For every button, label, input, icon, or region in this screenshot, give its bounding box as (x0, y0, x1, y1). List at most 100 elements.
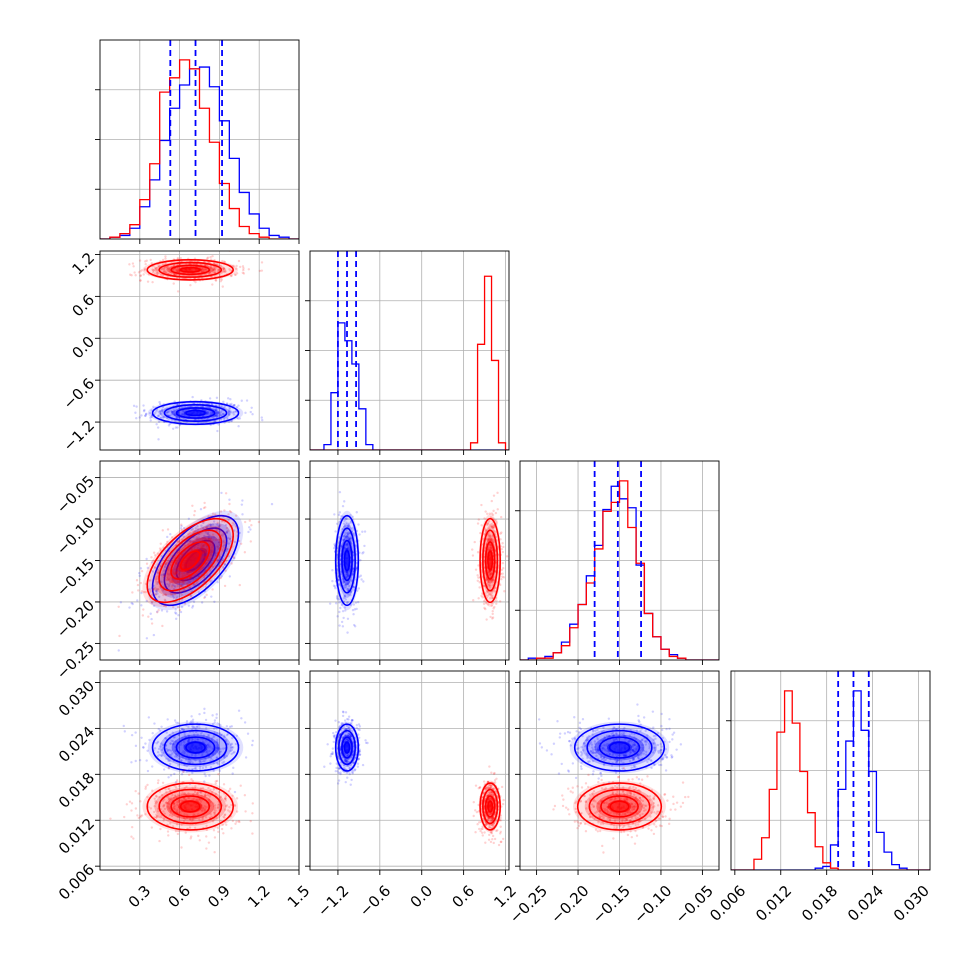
scatter-point (205, 561, 209, 565)
scatter-point (183, 543, 187, 547)
scatter-point (234, 410, 238, 413)
scatter-point (163, 269, 167, 272)
scatter-point (335, 766, 338, 770)
scatter-point (223, 813, 227, 816)
scatter-point (215, 750, 218, 753)
scatter-point (487, 798, 491, 801)
scatter-point (357, 733, 360, 736)
scatter-point (204, 766, 208, 769)
scatter-point (612, 726, 615, 729)
scatter-point (205, 736, 209, 739)
scatter-point (228, 810, 232, 813)
scatter-point (492, 525, 495, 529)
scatter-point (161, 274, 164, 277)
scatter-point (182, 750, 185, 753)
density-contour (158, 788, 223, 825)
scatter-point (224, 531, 227, 535)
scatter-point (488, 813, 492, 816)
scatter-point (345, 759, 348, 763)
scatter-point (224, 541, 227, 545)
scatter-point (485, 579, 488, 582)
scatter-point (347, 731, 350, 735)
scatter-point (203, 596, 206, 600)
scatter-point (343, 534, 347, 537)
scatter-point (487, 537, 490, 541)
scatter-point (216, 827, 220, 830)
scatter-point (251, 802, 254, 805)
scatter-point (664, 769, 668, 772)
scatter-point (489, 546, 492, 550)
scatter-point (161, 589, 165, 592)
scatter-point (136, 814, 139, 817)
scatter-point (349, 591, 352, 594)
scatter-point (176, 426, 179, 429)
scatter-point (167, 807, 171, 810)
scatter-point (183, 752, 186, 756)
scatter-point (216, 414, 220, 417)
scatter-point (227, 411, 231, 414)
scatter-point (619, 732, 622, 735)
scatter-point (215, 414, 218, 417)
scatter-point (216, 806, 220, 809)
scatter-point (205, 806, 208, 809)
scatter-point (490, 831, 493, 834)
scatter-point (496, 508, 499, 511)
scatter-point (345, 760, 348, 764)
scatter-point (172, 412, 176, 416)
scatter-point (209, 766, 213, 769)
scatter-point (215, 747, 218, 750)
scatter-point (227, 420, 231, 424)
scatter-point (152, 405, 155, 408)
scatter-point (636, 703, 639, 706)
scatter-point (340, 544, 343, 548)
scatter-point (477, 810, 480, 813)
scatter-point (489, 596, 492, 600)
scatter-point (602, 747, 605, 750)
scatter-point (234, 742, 238, 746)
scatter-point (134, 411, 137, 414)
density-contour (341, 539, 353, 582)
scatter-point (208, 533, 211, 537)
scatter-point (235, 734, 239, 738)
scatter-point (161, 416, 165, 419)
scatter-point (355, 511, 358, 514)
scatter-point (181, 770, 185, 774)
scatter-point (198, 570, 201, 573)
scatter-point (142, 409, 146, 413)
scatter-point (176, 596, 179, 599)
scatter-point (489, 546, 492, 549)
scatter-point (166, 410, 170, 414)
scatter-point (187, 517, 191, 521)
scatter-point (173, 584, 176, 588)
scatter-point (167, 787, 170, 791)
scatter-point (202, 549, 205, 552)
scatter-point (488, 573, 492, 577)
scatter-point (476, 574, 479, 577)
scatter-point (211, 550, 214, 554)
scatter-point (211, 714, 214, 717)
scatter-point (346, 524, 349, 528)
scatter-point (225, 804, 229, 807)
scatter-point (672, 731, 676, 734)
scatter-point (337, 598, 341, 601)
scatter-point (476, 551, 480, 554)
scatter-point (199, 790, 202, 794)
scatter-point (211, 533, 215, 536)
scatter-point (129, 273, 132, 276)
scatter-point (354, 756, 357, 759)
scatter-point (344, 535, 347, 539)
scatter-point (223, 756, 226, 759)
scatter-point (179, 584, 183, 587)
scatter-point (169, 749, 173, 752)
scatter-point (165, 578, 169, 582)
scatter-point (343, 606, 347, 609)
scatter-point (177, 270, 180, 273)
scatter-point (174, 608, 177, 611)
scatter-point (235, 264, 238, 268)
scatter-point (488, 527, 491, 530)
scatter-point (146, 749, 149, 752)
scatter-point (180, 792, 183, 796)
scatter-point (258, 269, 262, 273)
scatter-point (161, 781, 165, 784)
scatter-point (158, 753, 161, 757)
